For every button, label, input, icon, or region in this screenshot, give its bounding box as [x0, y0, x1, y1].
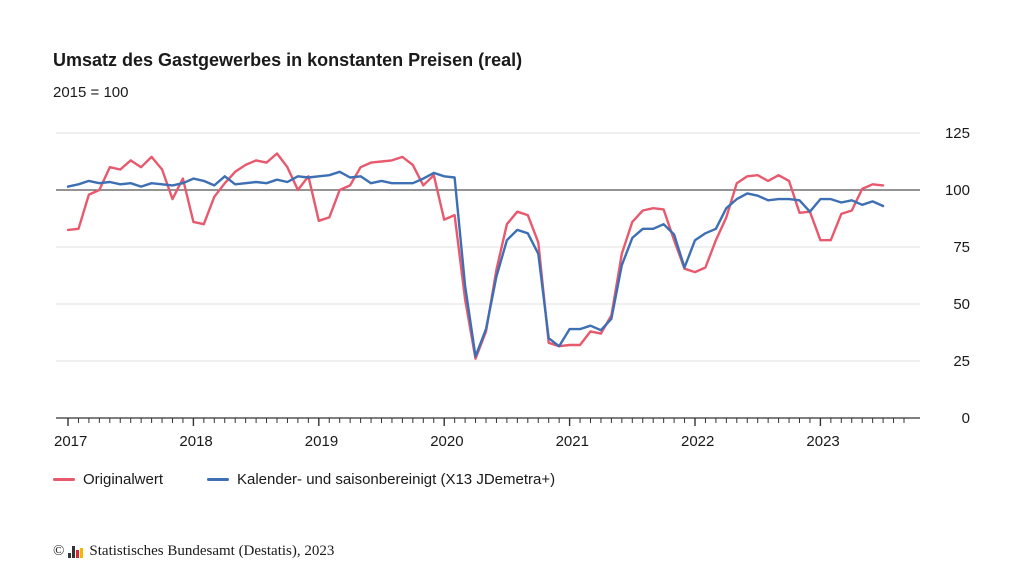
destatis-logo-icon	[68, 545, 84, 558]
legend-label-seasonal: Kalender- und saisonbereinigt (X13 JDeme…	[237, 471, 556, 488]
series-lines	[66, 152, 885, 360]
legend-swatch-seasonal	[207, 478, 229, 481]
series-line-seasonal	[66, 170, 885, 358]
legend-swatch-original	[53, 478, 75, 481]
legend-label-original: Originalwert	[83, 471, 164, 488]
x-tick-label-2020: 2020	[430, 433, 463, 450]
chart-title: Umsatz des Gastgewerbes in konstanten Pr…	[53, 50, 523, 70]
copyright-symbol: ©	[53, 543, 65, 559]
legend-item-seasonal[interactable]: Kalender- und saisonbereinigt (X13 JDeme…	[207, 471, 555, 488]
y-tick-label-125: 125	[945, 125, 970, 142]
y-tick-label-50: 50	[953, 296, 970, 313]
y-tick-label-25: 25	[953, 353, 970, 370]
source-footer: © Statistisches Bundesamt (Destatis), 20…	[53, 543, 334, 560]
y-tick-label-75: 75	[953, 239, 970, 256]
y-tick-label-100: 100	[945, 182, 970, 199]
x-tick-label-2017: 2017	[54, 433, 87, 450]
legend-item-original[interactable]: Originalwert	[53, 471, 163, 488]
y-tick-label-0: 0	[962, 410, 970, 427]
x-tick-label-2019: 2019	[305, 433, 338, 450]
x-tick-label-2023: 2023	[806, 433, 839, 450]
x-tick-label-2018: 2018	[179, 433, 212, 450]
series-line-original	[66, 152, 885, 360]
chart-subtitle: 2015 = 100	[53, 84, 129, 101]
x-tick-label-2022: 2022	[681, 433, 714, 450]
x-tick-label-2021: 2021	[556, 433, 589, 450]
grid-lines	[56, 132, 920, 362]
source-text: Statistisches Bundesamt (Destatis), 2023	[89, 543, 335, 559]
axis-labels: 0 25 50 75 100 125 2017 2018 2019 2020 2021 2022 202…	[54, 125, 970, 450]
x-axis	[56, 417, 920, 426]
